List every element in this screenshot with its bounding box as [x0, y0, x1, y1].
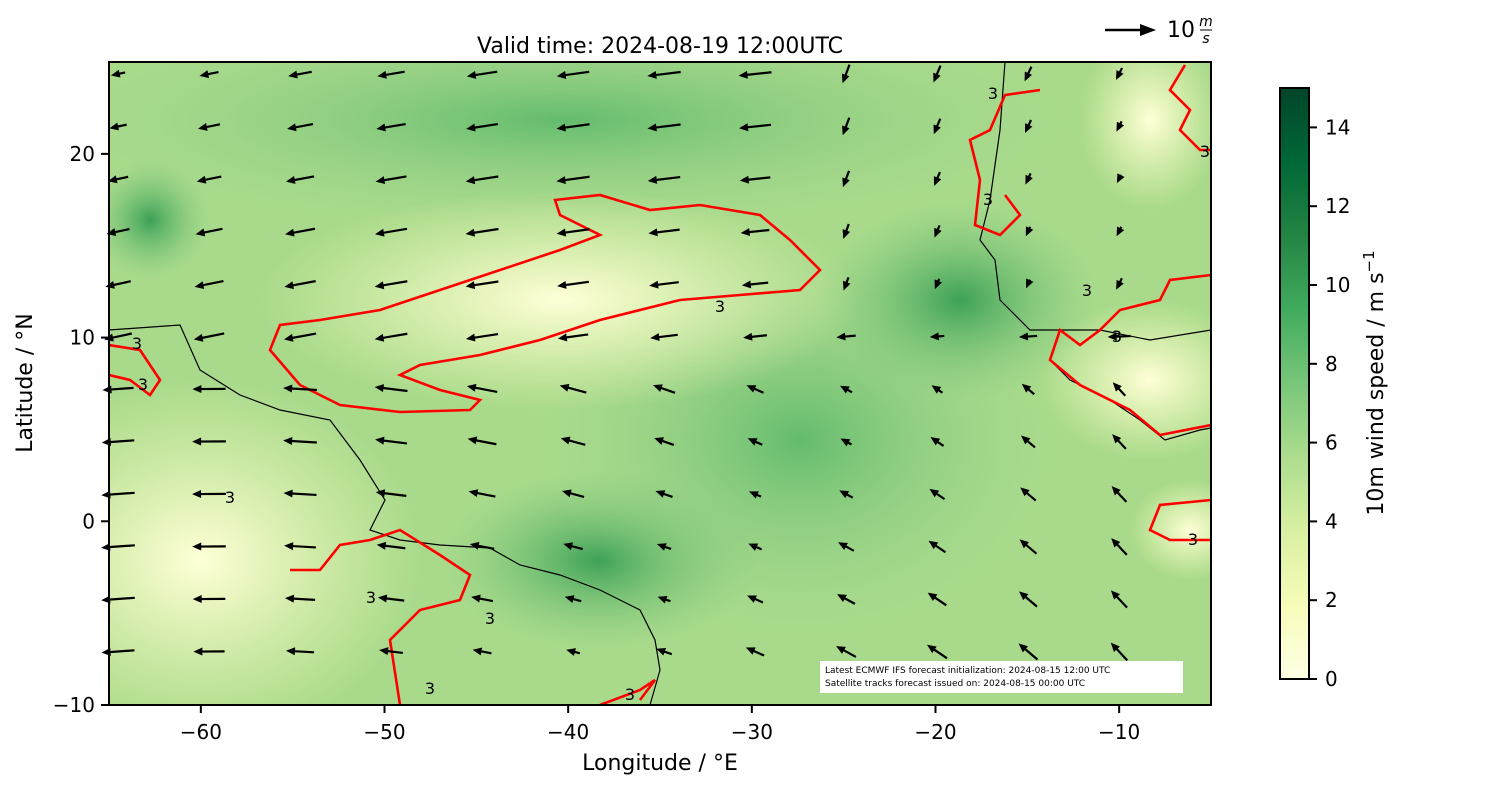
colorbar-label-exponent: −1 — [1360, 250, 1378, 272]
contour-label: 3 — [1082, 281, 1092, 300]
y-tick-label: −10 — [53, 693, 95, 717]
quiver-key: 10 m s — [1105, 14, 1213, 47]
x-tick-label: −50 — [363, 720, 405, 744]
wind-arrow-shaft — [289, 493, 316, 495]
map-field — [0, 10, 1260, 740]
x-tick-label: −10 — [1098, 720, 1140, 744]
wind-arrow-shaft — [290, 546, 316, 547]
quiver-key-unit: s — [1202, 31, 1209, 47]
contour-label: 3 — [366, 588, 376, 607]
colorbar-label-text: 10m wind speed / m s — [1364, 272, 1389, 515]
colorbar-tick-label: 2 — [1325, 588, 1338, 612]
contour-label: 3 — [1188, 530, 1198, 549]
contour-label: 3 — [138, 375, 148, 394]
contour-label: 3 — [715, 297, 725, 316]
colorbar-tick-label: 8 — [1325, 352, 1338, 376]
wind-arrow-shaft — [291, 598, 315, 599]
contour-label: 3 — [225, 488, 235, 507]
y-tick-label: 10 — [70, 326, 95, 350]
colorbar: 10m wind speed / m s−1 0 2 4 6 8 10 12 14 — [1280, 88, 1389, 691]
contour-label: 3 — [988, 84, 998, 103]
colorbar-tick-label: 12 — [1325, 194, 1350, 218]
wind-arrow-head — [102, 385, 111, 393]
annotation: Latest ECMWF IFS forecast initialization… — [825, 666, 1110, 676]
x-tick-label: −20 — [914, 720, 956, 744]
wind-arrow-shaft — [292, 651, 314, 652]
colorbar-tick-label: 14 — [1325, 115, 1350, 139]
contour-label: 3 — [132, 334, 142, 353]
contour-label: 3 — [485, 609, 495, 628]
y-tick-label: 0 — [82, 509, 95, 533]
x-tick-label: −30 — [731, 720, 773, 744]
quiver-key-value: 10 — [1167, 18, 1195, 43]
contour-label: 3 — [1112, 327, 1122, 346]
annotation: Satellite tracks forecast issued on: 202… — [825, 679, 1085, 689]
colorbar-tick-label: 0 — [1325, 667, 1338, 691]
x-tick-label: −40 — [547, 720, 589, 744]
colorbar-tick-label: 6 — [1325, 431, 1338, 455]
quiver-key-unit: m — [1199, 14, 1213, 30]
x-tick-label: −60 — [180, 720, 222, 744]
contour-label: 3 — [1200, 142, 1210, 161]
x-axis-label: Longitude / °E — [582, 751, 738, 776]
colorbar-gradient — [1280, 88, 1309, 679]
colorbar-tick-label: 4 — [1325, 509, 1338, 533]
colorbar-label: 10m wind speed / m s−1 — [1360, 250, 1389, 515]
y-axis-label: Latitude / °N — [13, 313, 38, 452]
contour-label: 3 — [625, 685, 635, 704]
contour-label: 3 — [425, 679, 435, 698]
colorbar-tick-label: 10 — [1325, 273, 1350, 297]
y-tick-label: 20 — [70, 142, 95, 166]
chart-title: Valid time: 2024-08-19 12:00UTC — [477, 34, 843, 59]
contour-label: 3 — [983, 190, 993, 209]
